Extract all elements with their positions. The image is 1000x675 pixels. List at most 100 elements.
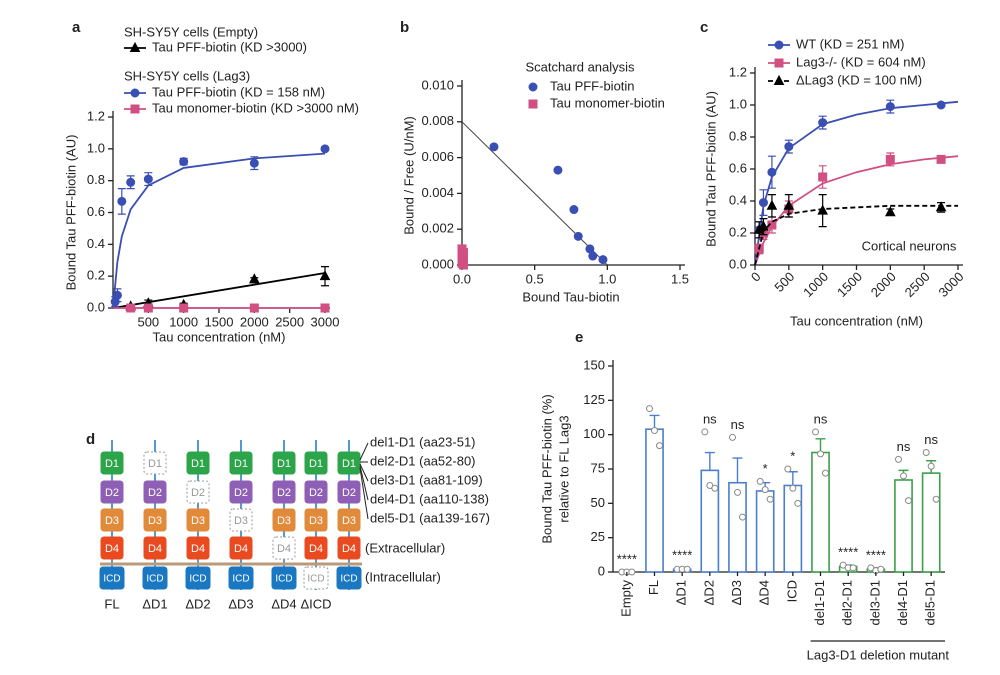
- domain-label: D3: [277, 515, 291, 527]
- marker: [817, 204, 828, 215]
- y-tick-label: 0.004: [421, 185, 454, 200]
- domain-label: D1: [234, 458, 248, 470]
- marker: [885, 102, 895, 112]
- y-tick-label: 0.4: [87, 236, 105, 251]
- marker: [179, 157, 189, 167]
- data-point: [683, 565, 691, 573]
- y-tick-label: 1.0: [87, 140, 105, 155]
- significance: *: [790, 448, 795, 463]
- y-tick-label: 150: [583, 357, 605, 372]
- column-label: ΔD4: [271, 596, 296, 611]
- legend-swatch: [528, 99, 538, 109]
- error-bar: [732, 457, 743, 483]
- column-label: FL: [104, 596, 119, 611]
- domain-box: [186, 536, 210, 560]
- domain-label: D3: [234, 515, 248, 527]
- panel-label: c: [700, 19, 708, 36]
- domain-box: [228, 566, 254, 590]
- marker: [489, 142, 499, 152]
- marker: [936, 100, 946, 110]
- domain-label: D2: [309, 487, 323, 499]
- panel-label: d: [86, 431, 95, 448]
- significance: ****: [838, 545, 858, 560]
- legend-swatch: [774, 40, 784, 50]
- data-point: [812, 428, 819, 436]
- group-label: Lag3-D1 deletion mutant: [807, 647, 950, 662]
- data-point: [877, 565, 885, 573]
- error-bar: [815, 438, 826, 453]
- x-tick-label: del4-D1: [895, 580, 910, 626]
- domain-box: [272, 536, 296, 560]
- panel-label: a: [72, 19, 81, 36]
- domain-label: D1: [342, 458, 356, 470]
- y-tick-label: 0.008: [421, 113, 454, 128]
- domain-box: [337, 480, 361, 504]
- marker: [573, 231, 583, 241]
- marker: [885, 154, 895, 164]
- marker: [249, 273, 260, 284]
- marker: [249, 303, 259, 313]
- domain-box: [185, 566, 211, 590]
- data-point: [701, 428, 709, 436]
- x-tick-label: 1.0: [598, 271, 616, 286]
- legend-label: Tau PFF-biotin: [550, 78, 635, 93]
- y-axis-label: Bound / Free (U/nM): [401, 116, 416, 235]
- y-tick-label: 0.2: [729, 224, 747, 239]
- marker: [767, 167, 777, 177]
- legend-label: ΔLag3 (KD = 100 nM): [796, 72, 922, 87]
- bar: [894, 479, 913, 573]
- significance: ****: [866, 547, 886, 562]
- significance: ****: [617, 551, 637, 566]
- y-tick-label: 50: [591, 495, 605, 510]
- significance: ns: [731, 417, 745, 432]
- domain-label: D2: [234, 487, 248, 499]
- bar: [755, 490, 775, 573]
- x-axis-label: Bound Tau-biotin: [522, 289, 619, 304]
- column-label: ΔICD: [300, 596, 331, 611]
- region-label: (Extracellular): [365, 540, 445, 555]
- x-tick-label: 1000: [169, 314, 198, 329]
- column-label: ΔD1: [142, 596, 167, 611]
- legend-swatch: [773, 74, 785, 85]
- connector: [359, 465, 369, 501]
- marker: [143, 174, 153, 184]
- domain-box: [272, 451, 296, 475]
- data-point: [756, 477, 764, 485]
- bar: [645, 428, 664, 573]
- marker: [758, 220, 769, 231]
- connector: [359, 467, 369, 520]
- data-point: [711, 484, 719, 492]
- domain-box: [272, 480, 296, 504]
- domain-label: D2: [277, 487, 291, 499]
- domain-box: [337, 451, 361, 475]
- marker: [458, 260, 468, 270]
- y-tick-label: 0.000: [421, 256, 454, 271]
- domain-box: [303, 566, 329, 590]
- domain-label: D4: [277, 543, 291, 555]
- y-tick-label: 0.0: [729, 256, 747, 271]
- data-point: [784, 465, 792, 473]
- data-point: [794, 499, 802, 507]
- domain-label: D3: [191, 515, 205, 527]
- x-tick-label: 3000: [935, 269, 966, 300]
- legend-label: Tau PFF-biotin (KD = 158 nM): [152, 84, 325, 99]
- domain-label: D3: [105, 515, 119, 527]
- x-tick-label: 500: [771, 269, 797, 295]
- domain-box: [304, 536, 328, 560]
- domain-box: [304, 451, 328, 475]
- x-tick-label: 1500: [205, 314, 234, 329]
- domain-box: [100, 451, 124, 475]
- data-point: [734, 488, 741, 496]
- domain-label: D1: [191, 458, 205, 470]
- domain-box: [143, 451, 167, 475]
- domain-label: D1: [148, 458, 162, 470]
- marker: [598, 255, 608, 265]
- legend-label: Lag3-/- (KD = 604 nM): [796, 54, 926, 69]
- domain-box: [337, 508, 361, 532]
- legend-label: Tau PFF-biotin (KD >3000): [152, 39, 307, 54]
- data-point: [646, 405, 653, 413]
- x-tick-label: del3-D1: [867, 580, 882, 626]
- marker: [319, 270, 331, 281]
- domain-label: D2: [105, 487, 119, 499]
